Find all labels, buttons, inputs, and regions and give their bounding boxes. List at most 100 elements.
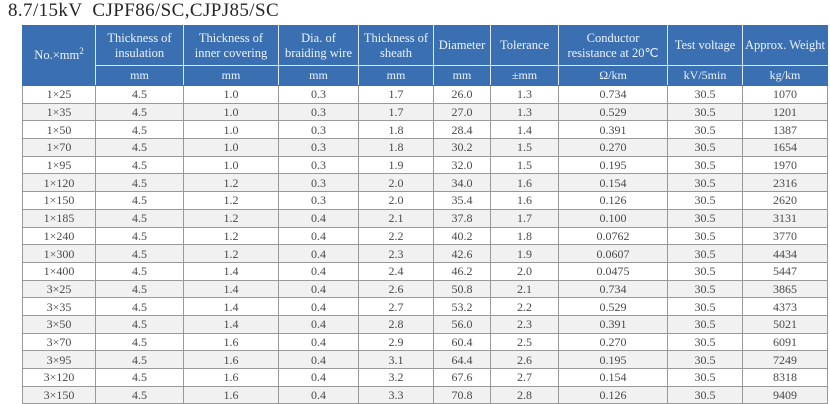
table-row: 1×35 4.5 1.0 0.3 1.7 27.0 1.3 0.529 30.5 1201 bbox=[22, 102, 828, 122]
data-cell: 30.5 bbox=[667, 350, 743, 369]
data-cell: 5447 bbox=[742, 261, 828, 281]
data-cell: 4.5 bbox=[95, 138, 184, 157]
data-cell: 2.6 bbox=[490, 350, 559, 369]
data-cell: 30.5 bbox=[667, 244, 743, 263]
data-cell: 1.0 bbox=[183, 155, 279, 175]
data-cell: 4.5 bbox=[95, 314, 184, 334]
table-header: No.×mm2 Thickness of insulation Thickness … bbox=[22, 25, 828, 86]
column-header-4: Thickness of sheath bbox=[358, 25, 434, 66]
row-label-cell: 3×95 bbox=[22, 350, 96, 369]
row-label-cell: 3×25 bbox=[22, 279, 96, 299]
column-unit-4: mm bbox=[358, 65, 434, 86]
data-cell: 1.4 bbox=[183, 297, 279, 316]
row-label-cell: 3×35 bbox=[22, 297, 96, 316]
row-label-cell: 1×150 bbox=[22, 191, 96, 210]
column-unit-2: mm bbox=[183, 65, 279, 86]
column-header-size-label: No.×mm bbox=[34, 48, 80, 63]
data-cell: 4373 bbox=[742, 297, 828, 316]
row-label-cell: 1×120 bbox=[22, 173, 96, 193]
table-row: 3×50 4.5 1.4 0.4 2.8 56.0 2.3 0.391 30.5 5021 bbox=[22, 314, 828, 334]
data-cell: 2.0 bbox=[358, 191, 434, 210]
data-cell: 30.5 bbox=[667, 191, 743, 210]
data-cell: 2.1 bbox=[358, 208, 434, 228]
data-cell: 50.8 bbox=[433, 279, 491, 299]
table-row: 1×400 4.5 1.4 0.4 2.4 46.2 2.0 0.0475 30.5 5447 bbox=[22, 261, 828, 281]
data-cell: 0.270 bbox=[558, 138, 668, 157]
data-cell: 1.6 bbox=[183, 332, 279, 352]
data-cell: 0.100 bbox=[558, 208, 668, 228]
data-cell: 2.2 bbox=[490, 297, 559, 316]
data-cell: 1.0 bbox=[183, 102, 279, 122]
data-cell: 37.8 bbox=[433, 208, 491, 228]
column-unit-3: mm bbox=[278, 65, 359, 86]
data-cell: 30.5 bbox=[667, 208, 743, 228]
data-cell: 0.3 bbox=[278, 155, 359, 175]
data-cell: 0.126 bbox=[558, 385, 668, 404]
data-cell: 64.4 bbox=[433, 350, 491, 369]
data-cell: 1.8 bbox=[358, 138, 434, 157]
row-label-cell: 1×240 bbox=[22, 226, 96, 246]
data-cell: 0.4 bbox=[278, 368, 359, 387]
table-row: 1×300 4.5 1.2 0.4 2.3 42.6 1.9 0.0607 30.5 4434 bbox=[22, 244, 828, 263]
data-cell: 3865 bbox=[742, 279, 828, 299]
column-header-1: Thickness of insulation bbox=[95, 25, 184, 66]
row-label-cell: 1×185 bbox=[22, 208, 96, 228]
column-header-2: Thickness of inner covering bbox=[183, 25, 279, 66]
row-label-cell: 1×400 bbox=[22, 261, 96, 281]
data-cell: 3770 bbox=[742, 226, 828, 246]
data-cell: 1654 bbox=[742, 138, 828, 157]
data-cell: 1.5 bbox=[490, 138, 559, 157]
data-cell: 60.4 bbox=[433, 332, 491, 352]
data-cell: 1.2 bbox=[183, 226, 279, 246]
table-row: 1×25 4.5 1.0 0.3 1.7 26.0 1.3 0.734 30.5 1070 bbox=[22, 85, 828, 104]
data-cell: 1.5 bbox=[490, 155, 559, 175]
table-row: 1×185 4.5 1.2 0.4 2.1 37.8 1.7 0.100 30.5 3131 bbox=[22, 208, 828, 228]
data-cell: 0.0607 bbox=[558, 244, 668, 263]
data-cell: 8318 bbox=[742, 368, 828, 387]
table-row: 1×70 4.5 1.0 0.3 1.8 30.2 1.5 0.270 30.5 1654 bbox=[22, 138, 828, 157]
data-cell: 0.0762 bbox=[558, 226, 668, 246]
row-label-cell: 3×120 bbox=[22, 368, 96, 387]
column-unit-1: mm bbox=[95, 65, 184, 86]
column-header-6: Tolerance bbox=[490, 25, 559, 66]
table-body: 1×25 4.5 1.0 0.3 1.7 26.0 1.3 0.734 30.5 1070 1×35… bbox=[22, 85, 828, 404]
row-label-cell: 1×70 bbox=[22, 138, 96, 157]
data-cell: 1.7 bbox=[490, 208, 559, 228]
data-cell: 2.1 bbox=[490, 279, 559, 299]
data-cell: 4.5 bbox=[95, 279, 184, 299]
data-cell: 67.6 bbox=[433, 368, 491, 387]
row-label-cell: 1×300 bbox=[22, 244, 96, 263]
data-cell: 0.3 bbox=[278, 138, 359, 157]
data-cell: 1.6 bbox=[183, 385, 279, 404]
data-cell: 30.5 bbox=[667, 314, 743, 334]
data-cell: 0.154 bbox=[558, 368, 668, 387]
data-cell: 2.8 bbox=[358, 314, 434, 334]
data-cell: 40.2 bbox=[433, 226, 491, 246]
data-cell: 0.4 bbox=[278, 297, 359, 316]
data-cell: 35.4 bbox=[433, 191, 491, 210]
data-cell: 0.4 bbox=[278, 279, 359, 299]
data-cell: 0.734 bbox=[558, 85, 668, 104]
data-cell: 1070 bbox=[742, 85, 828, 104]
data-cell: 0.270 bbox=[558, 332, 668, 352]
data-cell: 0.3 bbox=[278, 120, 359, 140]
data-cell: 1.2 bbox=[183, 191, 279, 210]
column-unit-6: ±mm bbox=[490, 65, 559, 86]
data-cell: 4.5 bbox=[95, 297, 184, 316]
column-header-size-sup: 2 bbox=[79, 46, 84, 57]
data-cell: 56.0 bbox=[433, 314, 491, 334]
data-cell: 1201 bbox=[742, 102, 828, 122]
data-cell: 0.529 bbox=[558, 297, 668, 316]
data-cell: 1.4 bbox=[490, 120, 559, 140]
table-row: 1×50 4.5 1.0 0.3 1.8 28.4 1.4 0.391 30.5 1387 bbox=[22, 120, 828, 140]
row-label-cell: 3×150 bbox=[22, 385, 96, 404]
data-cell: 4434 bbox=[742, 244, 828, 263]
data-cell: 2316 bbox=[742, 173, 828, 193]
data-cell: 1.4 bbox=[183, 261, 279, 281]
data-cell: 3.2 bbox=[358, 368, 434, 387]
data-cell: 27.0 bbox=[433, 102, 491, 122]
column-header-7: Conductor resistance at 20℃ bbox=[558, 25, 668, 66]
data-cell: 1.9 bbox=[358, 155, 434, 175]
data-cell: 0.529 bbox=[558, 102, 668, 122]
cable-spec-table: No.×mm2 Thickness of insulation Thickness … bbox=[22, 25, 828, 404]
